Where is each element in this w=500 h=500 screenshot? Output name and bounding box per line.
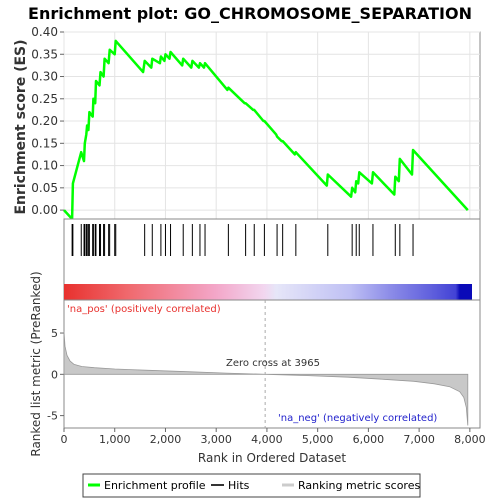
x-tick-label: 7,000: [403, 433, 435, 446]
x-tick-label: 0: [61, 433, 68, 446]
es-y-axis: 0.00 0.05 0.10 0.15 0.20 0.25 0.30 0.35 0.40: [31, 25, 64, 217]
es-y-tick-label: 0.30: [31, 70, 58, 84]
x-axis: 0 1,000 2,000 3,000 4,000 5,000 6,000 7,000 8,00…: [61, 428, 486, 446]
ranked-y-axis: -5 0 5: [47, 327, 64, 423]
ranked-panel-frame: [63, 299, 481, 429]
x-tick-label: 3,000: [200, 433, 232, 446]
legend-enrichment-label: Enrichment profile: [104, 479, 206, 492]
es-y-tick-label: 0.10: [31, 159, 58, 173]
x-axis-label: Rank in Ordered Dataset: [198, 451, 346, 465]
legend-hits-label: Hits: [228, 479, 250, 492]
legend-box: [82, 473, 421, 498]
ranked-y-axis-label: Ranked list metric (PreRanked): [29, 271, 43, 456]
legend-ranking-label: Ranking metric scores: [298, 479, 420, 492]
zero-cross-label: Zero cross at 3965: [226, 358, 320, 369]
x-tick-label: 4,000: [251, 433, 283, 446]
ranked-y-tick-label: 5: [51, 327, 58, 340]
es-y-tick-label: 0.15: [31, 136, 58, 150]
x-tick-label: 6,000: [353, 433, 385, 446]
rank-color-bar: [64, 284, 472, 300]
es-y-tick-label: 0.40: [31, 25, 58, 39]
x-tick-label: 2,000: [150, 433, 182, 446]
ranked-y-tick-label: -5: [47, 410, 58, 423]
positive-correlation-label: 'na_pos' (positively correlated): [67, 304, 221, 315]
hits-markers: [71, 224, 414, 256]
negative-correlation-label: 'na_neg' (negatively correlated): [278, 413, 437, 424]
ranked-y-tick-label: 0: [51, 368, 58, 381]
es-y-tick-label: 0.20: [31, 114, 58, 128]
es-y-tick-label: 0.05: [31, 181, 58, 195]
chart-title: Enrichment plot: GO_CHROMOSOME_SEPARATIO…: [28, 4, 472, 23]
es-y-tick-label: 0.35: [31, 47, 58, 61]
x-tick-label: 8,000: [454, 433, 486, 446]
x-tick-label: 1,000: [99, 433, 131, 446]
es-panel-frame: [63, 31, 481, 220]
x-tick-label: 5,000: [302, 433, 334, 446]
es-y-tick-label: 0.25: [31, 92, 58, 106]
es-y-tick-label: 0.00: [31, 203, 58, 217]
enrichment-profile-line: [63, 39, 469, 221]
legend: Enrichment profile Hits Ranking metric s…: [82, 473, 421, 498]
es-y-axis-label: Enrichment score (ES): [13, 39, 29, 214]
